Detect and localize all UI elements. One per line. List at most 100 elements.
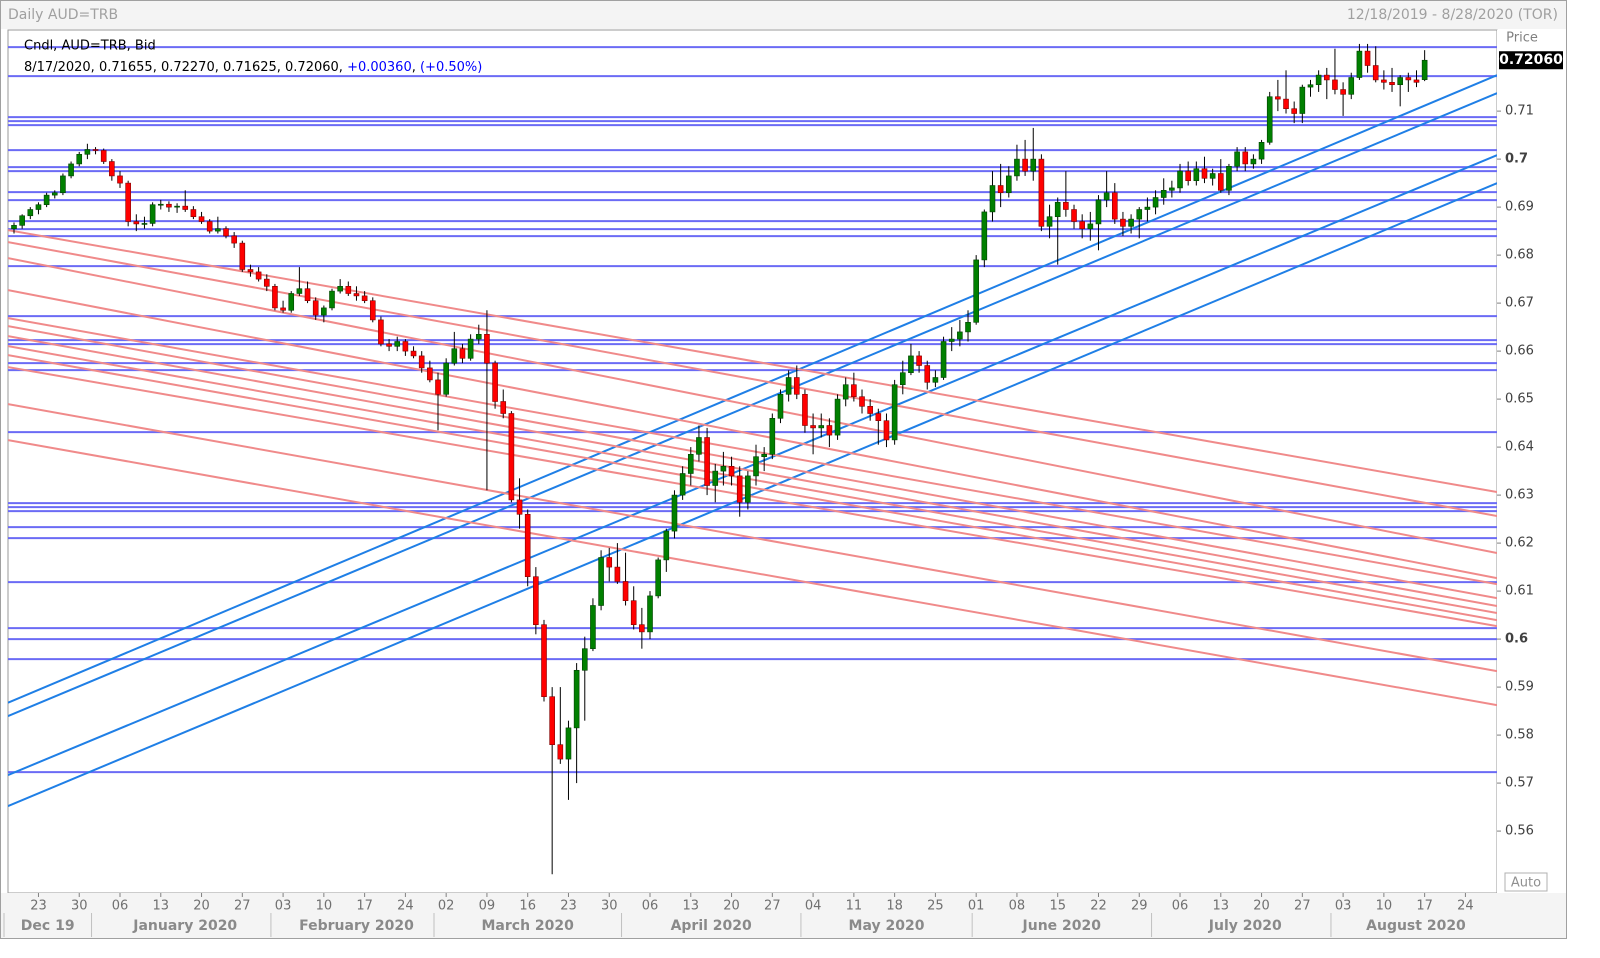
candle-body	[1348, 77, 1355, 95]
candle-body	[1340, 89, 1346, 95]
candle-body	[1299, 86, 1306, 114]
y-tick-label: 0.59	[1505, 680, 1534, 695]
x-tick-label: 11	[846, 899, 863, 914]
month-label: June 2020	[1022, 918, 1102, 934]
candle-body	[1209, 173, 1216, 179]
candle-body	[27, 209, 34, 217]
candle-body	[932, 377, 939, 383]
candle-body	[696, 437, 702, 455]
candle-body	[957, 331, 963, 340]
x-tick-label: 03	[275, 899, 292, 914]
separator: ,	[339, 60, 347, 75]
candle-body	[141, 223, 148, 225]
candle-body	[989, 185, 996, 213]
x-tick-label: 03	[1335, 899, 1352, 914]
candle-body	[100, 150, 107, 162]
candle-body	[280, 307, 286, 311]
x-tick-label: 29	[1131, 899, 1148, 914]
candle-body	[109, 161, 115, 177]
legend-title: Cndl, AUD=TRB, Bid	[24, 39, 156, 54]
candle-body	[1071, 209, 1077, 222]
x-tick-label: 15	[1049, 899, 1066, 914]
x-tick-label: 01	[968, 899, 985, 914]
x-tick-label: 24	[397, 899, 414, 914]
month-label: April 2020	[671, 918, 752, 934]
candle-body	[1315, 74, 1322, 86]
candle-body	[655, 559, 661, 597]
y-tick-label: 0.66	[1505, 344, 1534, 359]
candle-body	[1217, 173, 1224, 191]
y-tick-label: 0.62	[1505, 536, 1534, 551]
candle-body	[427, 367, 433, 381]
last-price-label: 0.72060	[1499, 52, 1563, 68]
month-label: Dec 19	[21, 918, 75, 934]
x-tick-label: 17	[356, 899, 373, 914]
candle-body	[1063, 202, 1069, 210]
candle-body	[549, 696, 555, 745]
candle-body	[1185, 170, 1191, 182]
trend-line	[8, 74, 1497, 704]
candle-body	[1266, 96, 1273, 143]
candle-body	[663, 530, 670, 561]
candle-body	[1397, 77, 1403, 86]
candle-body	[581, 648, 588, 671]
candle-body	[793, 377, 800, 395]
candle-body	[255, 271, 262, 280]
x-tick-label: 23	[30, 899, 47, 914]
candle-body	[1169, 187, 1175, 191]
auto-button-label[interactable]: Auto	[1511, 876, 1541, 891]
candle-body	[1152, 197, 1159, 208]
legend-item: 8/17/2020	[24, 60, 91, 75]
candle-body	[802, 394, 808, 426]
month-label: July 2020	[1208, 918, 1282, 934]
candle-body	[1242, 151, 1249, 165]
x-tick-label: 25	[927, 899, 944, 914]
candle-body	[166, 203, 172, 208]
plot-content	[8, 43, 1497, 875]
y-tick-label: 0.63	[1505, 488, 1534, 503]
candle-body	[1136, 209, 1143, 220]
y-tick-label: 0.6	[1505, 632, 1528, 647]
trend-line	[8, 241, 1497, 518]
month-label: January 2020	[132, 918, 237, 934]
legend-item: 0.72270	[161, 60, 215, 75]
candle-body	[851, 384, 857, 398]
trend-line	[8, 325, 1497, 600]
candle-body	[679, 473, 686, 496]
candle-body	[916, 355, 922, 366]
y-tick-label: 0.68	[1505, 248, 1534, 263]
candle-body	[402, 341, 409, 352]
candle-body	[720, 465, 727, 472]
x-tick-label: 04	[805, 899, 822, 914]
candle-body	[1014, 158, 1020, 177]
candle-body	[304, 288, 311, 302]
x-tick-label: 30	[71, 899, 88, 914]
candle-body	[1046, 216, 1053, 227]
candle-body	[337, 286, 343, 292]
candle-body	[1160, 190, 1167, 198]
candle-body	[418, 355, 425, 369]
x-tick-label: 06	[1172, 899, 1189, 914]
candle-body	[76, 154, 83, 165]
trend-line	[8, 345, 1497, 615]
y-tick-label: 0.71	[1505, 104, 1534, 119]
candle-body	[1291, 108, 1297, 114]
candle-body	[736, 475, 743, 503]
candle-body	[1111, 192, 1118, 220]
candle-body	[1307, 84, 1314, 88]
candle-body	[329, 290, 335, 309]
candle-body	[1234, 151, 1240, 167]
candle-body	[157, 203, 164, 206]
candle-body	[622, 581, 629, 601]
candle-body	[321, 307, 327, 316]
candle-body	[614, 566, 621, 582]
candle-body	[745, 475, 751, 503]
candle-body	[908, 355, 914, 374]
candle-body	[1275, 96, 1281, 100]
candle-body	[288, 293, 295, 311]
auto-button[interactable]	[1504, 872, 1548, 892]
candle-body	[1258, 142, 1265, 160]
candle-body	[443, 362, 449, 395]
candle-body	[410, 350, 417, 357]
candle-body	[1364, 50, 1371, 66]
